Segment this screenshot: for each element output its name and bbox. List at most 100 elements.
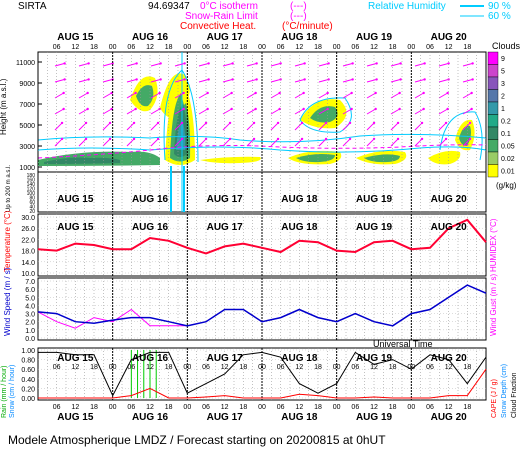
wind-arrow	[462, 108, 472, 115]
wind-arrow-head	[471, 78, 474, 81]
wind-arrow	[246, 108, 256, 115]
rh-contour	[37, 146, 487, 153]
top-hour-label: 18	[90, 44, 98, 51]
colorbar-tick-label: 3	[501, 81, 505, 88]
top-hour-label: 06	[426, 44, 434, 51]
top-hour-label: 00	[407, 44, 415, 51]
wind-arrow-head	[422, 107, 425, 111]
wind-arrow	[294, 138, 303, 147]
top-hour-label: 18	[389, 44, 397, 51]
wind-arrow	[294, 62, 305, 67]
wind-arrow-head	[254, 107, 257, 111]
wind-arrow-head	[60, 121, 64, 125]
cloud-blob	[136, 85, 154, 107]
bottom-hour-label: 00	[407, 404, 415, 411]
wind-arrow	[198, 122, 207, 131]
wind-arrow	[438, 78, 449, 83]
wind-arrow-head	[86, 107, 89, 111]
precip-hour-label: 12	[71, 364, 79, 371]
rh-contour	[37, 133, 487, 143]
wind-arrow-head	[132, 137, 136, 141]
bottom-hour-label: 12	[445, 404, 453, 411]
wind-arrow	[270, 62, 281, 67]
precip-hour-label: 18	[463, 364, 471, 371]
wind-arrow	[414, 108, 424, 115]
wind-arrow	[366, 92, 376, 99]
wind-arrow	[150, 122, 159, 131]
ytick-label: 0.20	[21, 386, 35, 393]
wind-arrow	[390, 138, 399, 147]
wind-arrow-head	[204, 121, 208, 125]
cape-series-line	[38, 368, 487, 399]
cloud-ytick-low-label: 40	[29, 205, 35, 211]
wind-arrow-head	[86, 91, 89, 95]
wind-arrow-head	[350, 107, 353, 111]
temperature-panel: 30.0 26.0 22.0 18.0 14.0 10.0 Temperature (°C…	[3, 210, 498, 278]
wind-arrow-head	[302, 107, 305, 111]
wind-arrow	[294, 122, 303, 131]
cloud-vgrid	[37, 52, 487, 212]
wind-arrow-head	[134, 91, 137, 95]
wind-arrow	[246, 92, 256, 99]
precip-hour-label: 12	[221, 364, 229, 371]
wind-arrow-head	[228, 137, 232, 141]
wind-arrow-head	[63, 78, 66, 81]
colorbar-cell	[487, 51, 499, 65]
inner-day-label-precip: AUG 17	[207, 353, 244, 364]
wind-arrow-head	[398, 91, 401, 95]
precip-hour-label: 12	[146, 364, 154, 371]
wind-arrow-head	[183, 78, 186, 81]
wind-arrow-head	[230, 107, 233, 111]
precip-hour-label: 06	[426, 364, 434, 371]
precip-hour-label: 18	[90, 364, 98, 371]
wind-arrow	[78, 78, 89, 83]
wind-arrow	[102, 122, 111, 131]
precip-hour-label: 00	[109, 364, 117, 371]
inner-day-label-clouds: AUG 19	[356, 194, 393, 205]
wind-arrow-head	[372, 121, 376, 125]
wind-arrow	[270, 78, 281, 83]
top-day-labels: AUG 15 AUG 16 AUG 17 AUG 18 AUG 19 AUG 20	[57, 32, 467, 43]
cloud-ytick-label: 9000	[19, 81, 35, 88]
bottom-hour-label: 06	[53, 404, 61, 411]
colorbar-tick-label: 5	[501, 69, 505, 76]
cloud-blob	[310, 106, 338, 123]
wind-arrow	[342, 78, 353, 83]
rain-ylabel: Rain (mm / hour)	[1, 365, 8, 418]
top-hour-label: 06	[277, 44, 285, 51]
top-day-label: AUG 15	[57, 32, 94, 43]
wind-arrow-head	[228, 121, 232, 125]
wind-arrow	[126, 92, 136, 99]
wind-arrow-head	[351, 62, 354, 65]
wind-arrow-head	[422, 91, 425, 95]
wind-arrow	[102, 78, 113, 83]
wind-arrow	[342, 122, 351, 131]
wind-arrow	[198, 78, 209, 83]
inner-day-label-temp: AUG 18	[281, 222, 318, 233]
bottom-hour-label: 06	[351, 404, 359, 411]
wind-arrow-head	[279, 62, 282, 65]
top-hour-label: 00	[109, 44, 117, 51]
wind-arrow-head	[159, 78, 162, 81]
ytick-label: 0.00	[21, 396, 35, 403]
wind-arrow	[318, 122, 327, 131]
ytick-label: 1.0	[25, 328, 35, 335]
bottom-hour-label: 18	[463, 404, 471, 411]
bottom-hour-label: 00	[333, 404, 341, 411]
inner-day-label-temp: AUG 20	[431, 222, 468, 233]
colorbar-unit: (g/kg)	[496, 181, 517, 190]
wind-speed-series-line	[37, 284, 487, 327]
wind-arrow	[102, 138, 111, 147]
wind-arrow	[198, 62, 209, 67]
wind-arrow-head	[420, 137, 424, 141]
cloud-ytick-low-label: 20	[29, 209, 35, 215]
wind-arrow-head	[447, 62, 450, 65]
bottom-hour-label: 00	[109, 404, 117, 411]
wind-arrow	[294, 92, 304, 99]
top-hour-label: 00	[333, 44, 341, 51]
wind-arrow-head	[470, 107, 473, 111]
wind-arrow	[366, 122, 375, 131]
bottom-hour-labels: 06 06 12 12 18 18 00 00 06 06 12 12 18 18 00 00 06 06 12 12…	[53, 364, 472, 411]
colorbar-title: Clouds	[492, 41, 521, 51]
rh-contour	[299, 97, 352, 133]
